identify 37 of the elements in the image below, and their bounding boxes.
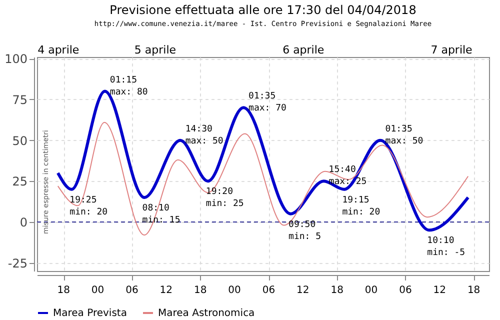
- x-tick-label: 12: [433, 285, 446, 296]
- annotation: 01:35 max: 70: [248, 92, 286, 114]
- x-tick-label: 18: [330, 285, 344, 296]
- y-tick-label: 25: [12, 174, 28, 189]
- annotation: 01:35 max: 50: [385, 124, 424, 146]
- y-tick-label: 0: [20, 215, 28, 230]
- x-tick-label: 18: [194, 285, 207, 296]
- x-tick-label: 18: [57, 285, 70, 296]
- x-tick-label: 12: [160, 285, 173, 296]
- annotation: 01:15 max: 80: [110, 75, 148, 98]
- legend-label: Marea Astronomica: [158, 308, 255, 319]
- annotation: 09:50 min: 5: [288, 220, 322, 242]
- x2-tick-label: 5 aprile: [134, 44, 176, 56]
- x2-tick-label: 6 aprile: [282, 44, 324, 56]
- x-tick-label: 00: [91, 285, 104, 296]
- x-tick-label: 00: [228, 285, 241, 296]
- x-tick-label: 00: [364, 285, 378, 296]
- x2-tick-label: 4 aprile: [38, 44, 80, 56]
- x-tick-label: 06: [262, 285, 276, 296]
- legend-label: Marea Prevista: [53, 308, 127, 319]
- annotation: 19:15 min: 20: [342, 195, 380, 218]
- annotation: 15:40 max: 25: [328, 165, 367, 188]
- y-tick-label: 50: [12, 134, 28, 148]
- y-tick-label: 75: [12, 92, 28, 107]
- chart-title: Previsione effettuata alle ore 17:30 del 04/04/2018: [110, 3, 416, 17]
- annotation: 19:25 min: 20: [70, 195, 108, 218]
- x-tick-label: 06: [126, 285, 138, 296]
- x-tick-label: 18: [467, 285, 480, 296]
- x-tick-label: 12: [296, 285, 310, 296]
- y-tick-label: -25: [8, 256, 28, 270]
- annotation: 14:30 max: 50: [185, 124, 224, 146]
- line-series: [56, 90, 470, 232]
- annotation: 19:20 min: 25: [206, 187, 244, 210]
- x-tick-label: 06: [399, 285, 412, 296]
- x2-tick-label: 7 aprile: [430, 44, 473, 56]
- y-tick-label: 100: [4, 52, 28, 66]
- annotation: 10:10 min: -5: [427, 236, 466, 258]
